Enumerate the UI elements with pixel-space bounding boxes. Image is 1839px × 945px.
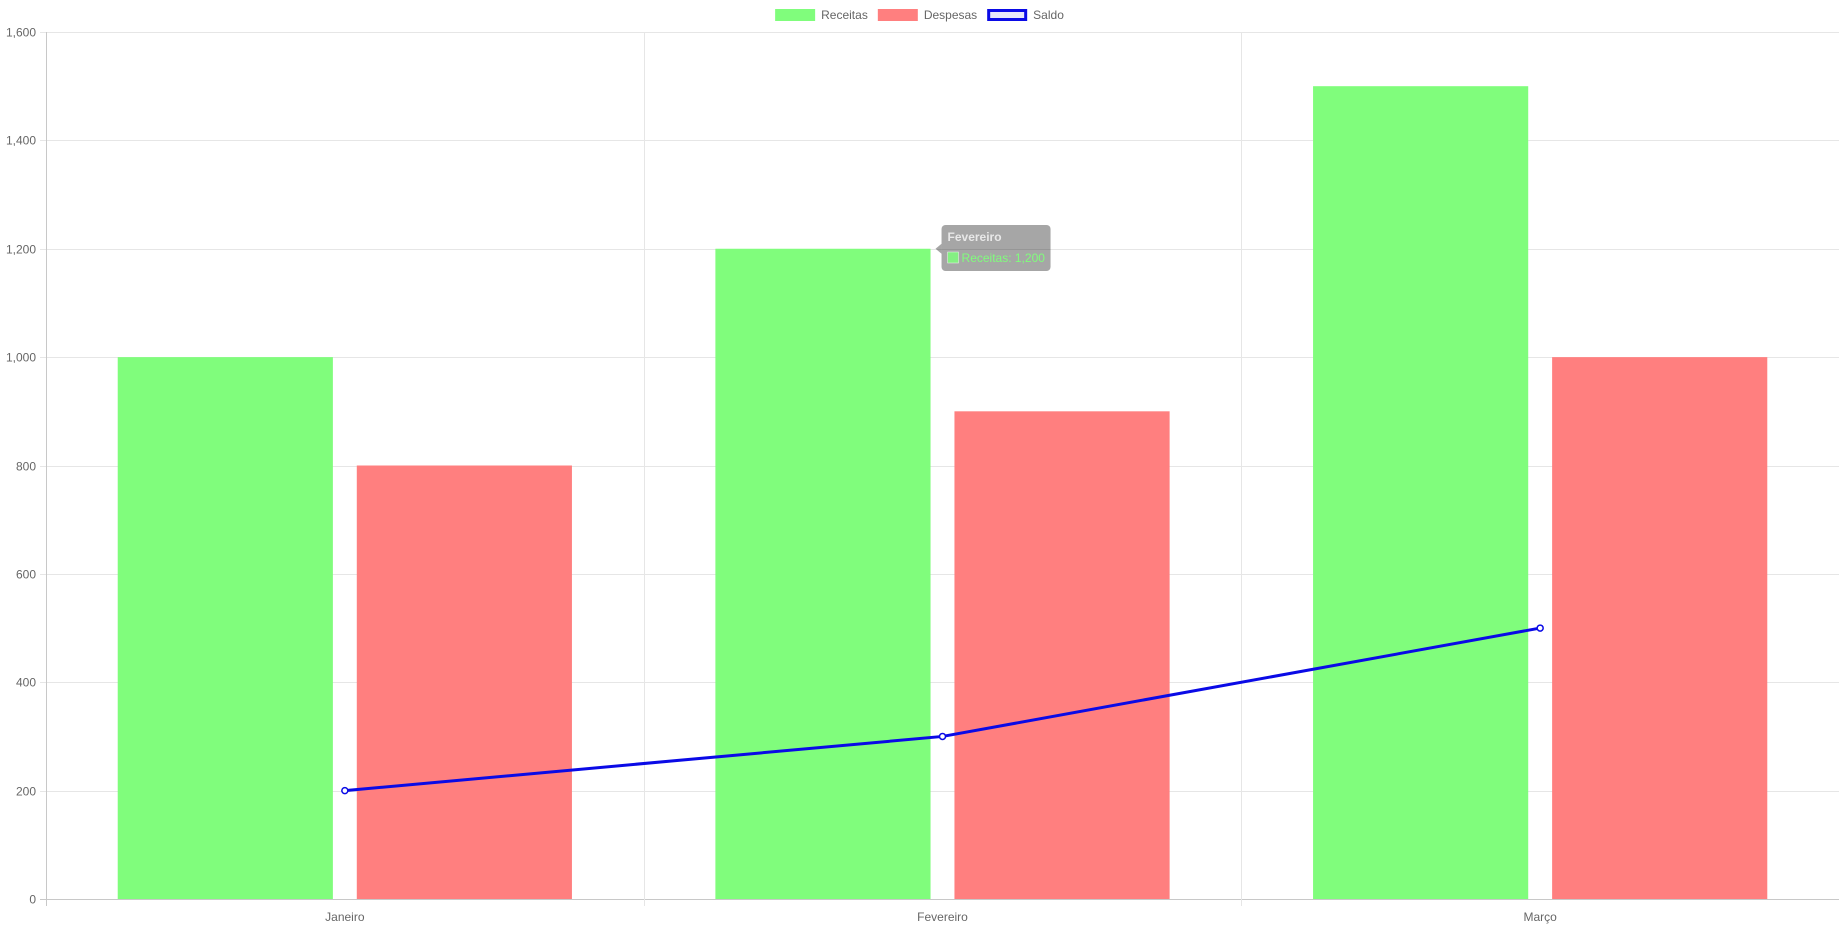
legend-item-receitas[interactable]: Receitas [775,8,868,22]
tooltip-label: Receitas: 1,200 [962,251,1046,265]
x-tick-label: Março [1523,910,1557,924]
y-tick-label: 1,000 [6,351,36,365]
bars [117,86,1768,899]
grid [40,32,1839,906]
bar-despesas [356,465,572,899]
axes: 0 200 400 600 800 1,000 1,200 1,400 1,600 Janeiro… [6,26,1557,925]
tooltip-title: Fevereiro [948,230,1002,244]
y-tick-label: 600 [16,568,36,582]
y-tick-label: 0 [29,893,36,907]
point-saldo [1536,624,1544,632]
y-tick-label: 200 [16,785,36,799]
legend-item-despesas[interactable]: Despesas [877,8,977,22]
bar-despesas [1552,357,1768,899]
x-tick-label: Fevereiro [917,910,968,924]
y-tick-label: 1,200 [6,243,36,257]
legend-label: Receitas [821,8,868,22]
y-tick-label: 400 [16,676,36,690]
point-saldo [938,732,947,741]
tooltip-swatch [947,251,959,264]
bar-receitas [715,248,931,899]
legend-label: Saldo [1033,8,1064,22]
bar-receitas [117,357,333,899]
tooltip-caret [935,243,942,254]
legend-swatch [775,9,816,21]
y-tick-label: 1,600 [6,26,36,40]
legend-label: Despesas [924,8,977,22]
tooltip: Fevereiro Receitas: 1,200 [935,225,1051,271]
y-tick-label: 1,400 [6,134,36,148]
bar-receitas [1313,86,1529,899]
y-tick-label: 800 [16,460,36,474]
legend-item-saldo[interactable]: Saldo [987,8,1065,22]
legend[interactable]: Receitas Despesas Saldo [775,8,1064,22]
legend-swatch [877,9,918,21]
x-tick-label: Janeiro [325,910,365,924]
legend-swatch [987,9,1028,21]
saldo-line-series [341,624,1544,795]
tooltip-box [941,225,1051,271]
point-saldo [341,786,349,795]
bar-despesas [954,411,1170,899]
